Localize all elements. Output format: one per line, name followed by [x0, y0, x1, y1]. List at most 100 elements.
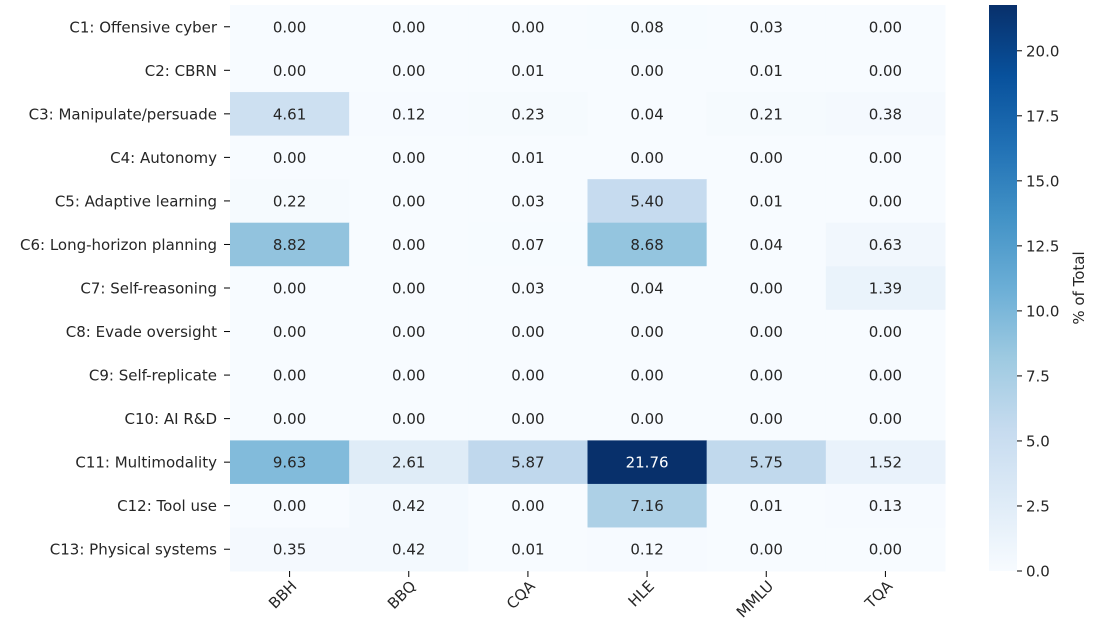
cell-value-label: 0.42 — [392, 541, 425, 559]
heatmap-cell-hle-r12 — [587, 483, 708, 528]
cell-value-label: 0.00 — [511, 410, 544, 428]
heatmap-cell-tqa-r3 — [825, 92, 946, 137]
colorbar-tick-label: 10.0 — [1026, 302, 1059, 320]
heatmap-cell-bbh-r10 — [230, 396, 350, 441]
cell-value-label: 0.00 — [869, 410, 902, 428]
heatmap-cell-mmlu-r12 — [706, 483, 827, 528]
heatmap-cell-mmlu-r1 — [706, 5, 827, 50]
heatmap-cell-bbh-r8 — [230, 309, 350, 354]
heatmap-cell-bbh-r2 — [230, 48, 350, 93]
cell-value-label: 0.01 — [750, 62, 783, 80]
heatmap-cell-hle-r1 — [587, 5, 708, 50]
heatmap-cell-bbq-r9 — [349, 353, 469, 398]
cell-value-label: 0.00 — [750, 410, 783, 428]
cell-value-label: 0.01 — [511, 149, 544, 167]
cell-value-label: 0.00 — [392, 410, 425, 428]
cell-value-label: 0.21 — [750, 105, 783, 123]
heatmap-cell-mmlu-r5 — [706, 179, 827, 224]
cell-value-label: 0.08 — [630, 18, 663, 36]
heatmap-cell-mmlu-r2 — [706, 48, 827, 93]
heatmap-cell-hle-r13 — [587, 527, 708, 572]
heatmap-cell-mmlu-r4 — [706, 135, 827, 180]
row-label-c10-ai-r-d: C10: AI R&D — [124, 410, 217, 428]
cell-value-label: 0.12 — [630, 541, 663, 559]
heatmap-cell-bbh-r12 — [230, 483, 350, 528]
cell-value-label: 0.00 — [630, 367, 663, 385]
cell-value-label: 0.00 — [869, 323, 902, 341]
cell-value-label: 0.01 — [750, 497, 783, 515]
cell-value-label: 0.00 — [511, 18, 544, 36]
heatmap-cell-hle-r9 — [587, 353, 708, 398]
heatmap-cell-cqa-r5 — [468, 179, 588, 224]
cell-value-label: 0.00 — [273, 323, 306, 341]
cell-value-label: 0.03 — [511, 280, 544, 298]
cell-value-label: 0.00 — [630, 323, 663, 341]
cell-value-label: 0.00 — [392, 62, 425, 80]
cell-value-label: 0.00 — [392, 192, 425, 210]
heatmap-cell-tqa-r1 — [825, 5, 946, 50]
heatmap-cell-mmlu-r6 — [706, 222, 827, 267]
heatmap-cell-hle-r8 — [587, 309, 708, 354]
row-label-c4-autonomy: C4: Autonomy — [110, 149, 217, 167]
heatmap-cell-mmlu-r13 — [706, 527, 827, 572]
heatmap-cell-mmlu-r10 — [706, 396, 827, 441]
cell-value-label: 0.23 — [511, 105, 544, 123]
colorbar-tick-label: 2.5 — [1026, 497, 1050, 515]
heatmap-cell-bbq-r7 — [349, 266, 469, 311]
cell-value-label: 0.00 — [392, 367, 425, 385]
heatmap-cell-cqa-r8 — [468, 309, 588, 354]
heatmap-cell-tqa-r8 — [825, 309, 946, 354]
cell-value-label: 0.00 — [511, 367, 544, 385]
cell-value-label: 0.00 — [392, 18, 425, 36]
heatmap-cell-tqa-r13 — [825, 527, 946, 572]
cell-value-label: 0.00 — [630, 62, 663, 80]
heatmap-cell-bbh-r6 — [230, 222, 350, 267]
heatmap-cell-cqa-r3 — [468, 92, 588, 137]
cell-value-label: 0.00 — [869, 149, 902, 167]
cell-value-label: 0.00 — [273, 149, 306, 167]
heatmap-cell-cqa-r13 — [468, 527, 588, 572]
cell-value-label: 0.00 — [750, 149, 783, 167]
colorbar-tick-label: 20.0 — [1026, 42, 1059, 60]
heatmap-cell-tqa-r5 — [825, 179, 946, 224]
heatmap-cell-bbq-r10 — [349, 396, 469, 441]
row-label-c9-self-replicate: C9: Self-replicate — [89, 367, 217, 385]
heatmap-cell-cqa-r7 — [468, 266, 588, 311]
colorbar-tick-label: 5.0 — [1026, 432, 1050, 450]
cell-value-label: 0.04 — [750, 236, 783, 254]
row-label-c12-tool-use: C12: Tool use — [117, 497, 217, 515]
colorbar-tick-label: 12.5 — [1026, 237, 1059, 255]
cell-value-label: 8.82 — [273, 236, 306, 254]
column-label-tqa: TQA — [861, 577, 897, 613]
heatmap-cell-bbh-r7 — [230, 266, 350, 311]
cell-value-label: 5.40 — [630, 192, 663, 210]
heatmap-cell-bbh-r5 — [230, 179, 350, 224]
colorbar-tick-label: 7.5 — [1026, 367, 1050, 385]
cell-value-label: 0.38 — [869, 105, 902, 123]
cell-value-label: 9.63 — [273, 454, 306, 472]
row-label-c8-evade-oversight: C8: Evade oversight — [66, 323, 217, 341]
cell-value-label: 0.00 — [750, 323, 783, 341]
colorbar-tick-label: 15.0 — [1026, 172, 1059, 190]
heatmap-cell-mmlu-r7 — [706, 266, 827, 311]
heatmap-cell-bbq-r3 — [349, 92, 469, 137]
heatmap-cell-bbh-r13 — [230, 527, 350, 572]
cell-value-label: 1.52 — [869, 454, 902, 472]
cell-value-label: 0.00 — [750, 280, 783, 298]
cell-value-label: 21.76 — [626, 454, 669, 472]
row-label-c6-long-horizon-planning: C6: Long-horizon planning — [20, 236, 217, 254]
heatmap-cell-hle-r4 — [587, 135, 708, 180]
cell-value-label: 0.00 — [869, 192, 902, 210]
row-label-c3-manipulate-persuade: C3: Manipulate/persuade — [29, 105, 217, 123]
heatmap-cell-bbh-r4 — [230, 135, 350, 180]
colorbar-gradient — [989, 5, 1017, 571]
column-label-bbq: BBQ — [384, 577, 420, 613]
heatmap-cell-mmlu-r11 — [706, 440, 827, 485]
cell-value-label: 0.00 — [273, 280, 306, 298]
heatmap-cell-hle-r6 — [587, 222, 708, 267]
heatmap-cell-cqa-r12 — [468, 483, 588, 528]
cell-value-label: 8.68 — [630, 236, 663, 254]
heatmap-cell-cqa-r6 — [468, 222, 588, 267]
